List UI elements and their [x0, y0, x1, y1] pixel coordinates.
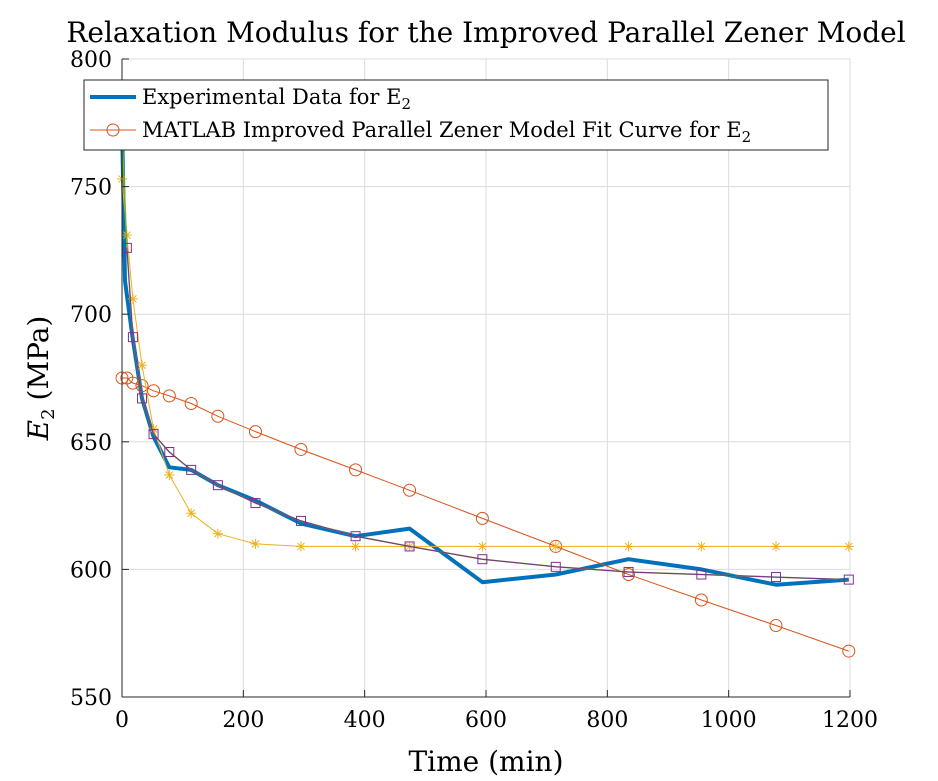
- fit-curve-point: [135, 379, 149, 393]
- asterisk-stroke: [772, 542, 780, 551]
- y-axis-label: E2 (MPa): [22, 316, 59, 442]
- y-tick-label: 550: [70, 686, 112, 711]
- asterisk-marker-point: [770, 541, 781, 552]
- asterisk-marker-point: [186, 508, 197, 519]
- legend-box: [83, 79, 829, 151]
- asterisk-marker-point: [350, 541, 361, 552]
- asterisk-stroke: [187, 509, 196, 518]
- asterisk-stroke: [297, 542, 305, 551]
- square-marker-point: [250, 498, 261, 509]
- asterisk-stroke: [213, 529, 222, 538]
- x-axis-label: Time (min): [408, 745, 563, 778]
- square-marker-point: [295, 515, 306, 526]
- y-tick-label: 800: [70, 48, 112, 73]
- fit-curve-point: [162, 389, 176, 403]
- x-tick-label: 600: [465, 708, 507, 733]
- square-marker-point: [137, 393, 148, 404]
- y-axis-label-unit: (MPa): [22, 316, 55, 401]
- legend-label-experimental-main: Experimental Data for E: [142, 85, 401, 109]
- x-tick-label: 1200: [822, 708, 878, 733]
- square-marker-point: [186, 464, 197, 475]
- asterisk-stroke: [251, 540, 260, 548]
- asterisk-marker-point: [212, 528, 223, 539]
- series-line-2: [121, 178, 849, 547]
- series-layer: [115, 122, 856, 658]
- asterisk-stroke: [149, 425, 158, 433]
- asterisk-marker-point: [696, 541, 707, 552]
- fit-curve-point: [769, 619, 783, 633]
- asterisk-marker-point: [623, 541, 634, 552]
- asterisk-stroke: [697, 542, 706, 551]
- fit-curve-point: [842, 644, 856, 658]
- asterisk-marker-point: [295, 541, 306, 552]
- legend-label-experimental-sub: 2: [401, 95, 411, 113]
- y-tick-label: 650: [70, 431, 112, 456]
- fit-curve-point: [694, 593, 708, 607]
- asterisk-stroke: [844, 542, 853, 551]
- fit-curve-point: [294, 442, 308, 456]
- asterisk-marker-point: [477, 541, 488, 552]
- square-marker-point: [212, 480, 223, 491]
- square-marker-point: [148, 429, 159, 440]
- y-tick-label: 750: [70, 176, 112, 201]
- asterisk-marker-point: [550, 541, 561, 552]
- asterisk-stroke: [551, 542, 560, 551]
- fit-curve-point: [475, 511, 489, 525]
- square-marker-point: [477, 554, 488, 565]
- asterisk-stroke: [478, 542, 487, 551]
- series-line-4: [126, 247, 849, 581]
- square-marker-point: [843, 574, 854, 585]
- square-marker-point: [623, 566, 634, 577]
- square-marker-point: [770, 572, 781, 583]
- asterisk-stroke: [165, 471, 174, 479]
- axes: 0 200 400 600 800 1000 1200 550 600 650 700 750 800: [70, 48, 878, 733]
- x-tick-label: 1000: [701, 708, 757, 733]
- fit-curve-point: [622, 568, 636, 582]
- legend-marker-fit: [106, 123, 120, 137]
- asterisk-marker-point: [137, 360, 148, 371]
- x-tick-label: 200: [222, 708, 264, 733]
- square-marker-point: [350, 531, 361, 542]
- fit-curve-point: [184, 397, 198, 411]
- chart-title: Relaxation Modulus for the Improved Para…: [66, 16, 905, 49]
- asterisk-stroke: [351, 542, 360, 551]
- y-axis-label-sub: 2: [38, 408, 59, 419]
- asterisk-stroke: [624, 542, 633, 551]
- asterisk-marker-point: [250, 538, 261, 549]
- legend: Experimental Data for E2 MATLAB Improved…: [83, 79, 829, 151]
- fit-curve-point: [147, 384, 161, 398]
- square-marker-point: [550, 561, 561, 572]
- y-tick-label: 600: [70, 558, 112, 583]
- legend-label-fit-main: MATLAB Improved Parallel Zener Model Fit…: [142, 118, 742, 142]
- fit-curve-point: [403, 483, 417, 497]
- asterisk-marker-point: [843, 541, 854, 552]
- asterisk-stroke: [138, 361, 146, 370]
- x-tick-label: 400: [344, 708, 386, 733]
- legend-label-experimental: Experimental Data for E2: [142, 85, 411, 113]
- square-marker-point: [404, 541, 415, 552]
- y-axis-label-main: E: [22, 420, 55, 441]
- legend-label-fit: MATLAB Improved Parallel Zener Model Fit…: [142, 118, 751, 146]
- square-marker-point: [164, 447, 175, 458]
- x-tick-label: 800: [586, 708, 628, 733]
- asterisk-marker-point: [164, 469, 175, 480]
- fit-curve-point: [126, 376, 140, 390]
- legend-label-fit-sub: 2: [742, 128, 752, 146]
- fit-curve-point: [248, 425, 262, 439]
- square-marker-point: [696, 569, 707, 580]
- x-tick-label: 0: [115, 708, 129, 733]
- fit-curve-point: [211, 409, 225, 423]
- fit-curve-point: [349, 463, 363, 477]
- square-marker-point: [127, 332, 138, 343]
- y-tick-label: 700: [70, 303, 112, 328]
